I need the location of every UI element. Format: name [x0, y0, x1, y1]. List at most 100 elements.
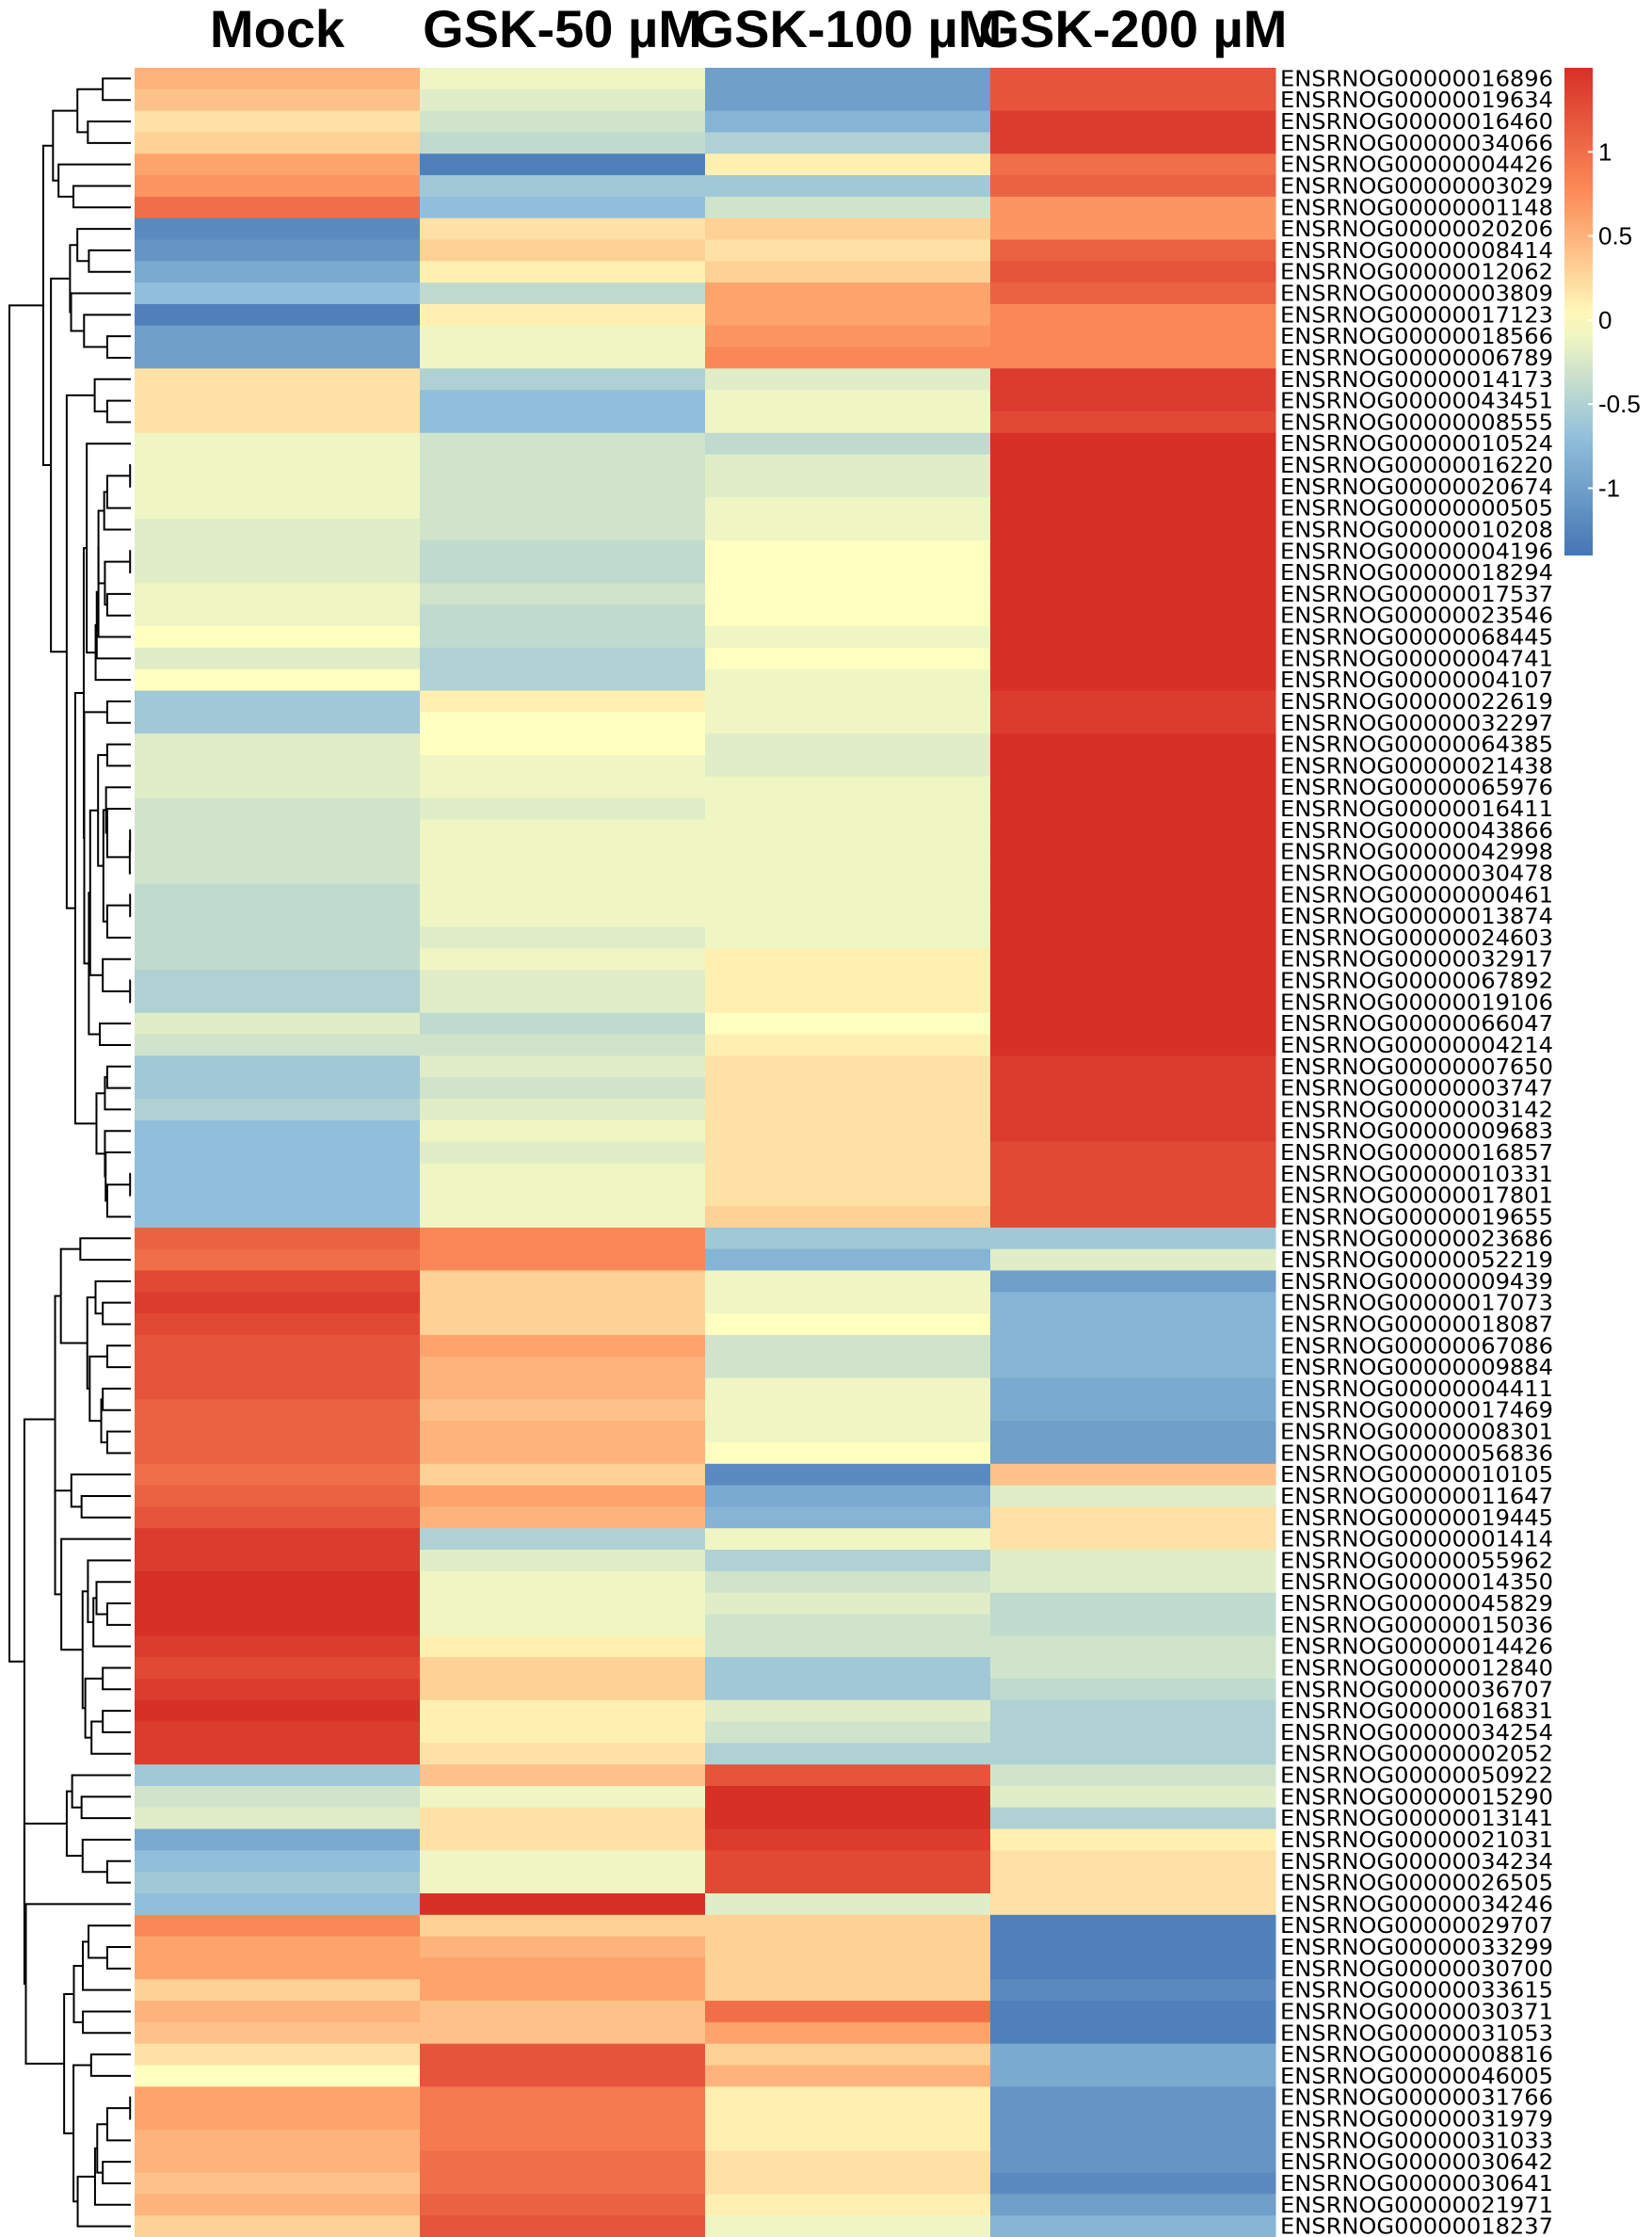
dendrogram-branch	[86, 443, 131, 654]
dendrogram-branch	[89, 2053, 131, 2077]
dendrogram-branch	[24, 1903, 131, 2065]
heatmap-cell	[990, 733, 1276, 756]
heatmap-cell	[705, 132, 991, 154]
row-label: ENSRNOG00000008816	[1280, 2043, 1553, 2068]
heatmap-cell	[135, 410, 421, 434]
heatmap-cell	[420, 647, 706, 670]
heatmap-cell	[420, 754, 706, 778]
heatmap-cell	[420, 948, 706, 971]
row-label: ENSRNOG00000003029	[1280, 174, 1553, 199]
row-label: ENSRNOG00000017073	[1280, 1292, 1553, 1316]
heatmap-cell	[420, 561, 706, 585]
heatmap-cell	[135, 1807, 421, 1830]
heatmap-cell	[135, 1334, 421, 1358]
heatmap-cell	[990, 1248, 1276, 1272]
row-label: ENSRNOG00000014426	[1280, 1635, 1553, 1660]
heatmap-cell	[420, 1785, 706, 1809]
heatmap-cell	[420, 132, 706, 154]
heatmap-cell	[135, 583, 421, 605]
heatmap-cell	[990, 68, 1276, 90]
row-label: ENSRNOG00000003747	[1280, 1077, 1553, 1102]
row-label: ENSRNOG00000043451	[1280, 390, 1553, 414]
heatmap-cell	[705, 883, 991, 907]
heatmap-cell	[135, 970, 421, 992]
dendrogram-branch	[92, 1597, 131, 1648]
heatmap-cell	[705, 1570, 991, 1594]
row-label: ENSRNOG00000021971	[1280, 2194, 1553, 2218]
heatmap-cell	[705, 2021, 991, 2045]
heatmap-cell	[705, 539, 991, 563]
dendrogram-branch	[105, 1602, 131, 1626]
heatmap-cell	[420, 390, 706, 412]
heatmap-cell	[705, 175, 991, 198]
dendrogram-branch	[23, 1418, 56, 1906]
heatmap-cell	[705, 776, 991, 799]
dendrogram-branch	[82, 2010, 131, 2035]
heatmap-cell	[420, 1421, 706, 1443]
heatmap-cell	[135, 196, 421, 219]
dendrogram-branch	[70, 1473, 131, 1508]
heatmap-cell	[135, 1163, 421, 1185]
row-label: ENSRNOG00000056836	[1280, 1441, 1553, 1466]
heatmap-cell	[705, 1399, 991, 1422]
column-label: GSK-200 µM	[979, 0, 1288, 58]
heatmap-cell	[705, 841, 991, 863]
heatmap-cell	[135, 89, 421, 112]
heatmap-cell	[990, 2150, 1276, 2174]
heatmap-cell	[420, 303, 706, 327]
heatmap-cell	[420, 1034, 706, 1056]
heatmap-cell	[135, 1034, 421, 1056]
dendrogram-branch	[105, 1065, 131, 1089]
heatmap-cell	[135, 390, 421, 412]
heatmap-cell	[990, 1635, 1276, 1658]
heatmap-cell	[705, 1163, 991, 1185]
dendrogram-branch	[93, 378, 131, 412]
heatmap-cell	[135, 2021, 421, 2045]
dendrogram-branch	[52, 109, 78, 182]
dendrogram-branch	[105, 1344, 131, 1369]
heatmap-cell	[990, 1206, 1276, 1229]
heatmap-cell	[420, 1743, 706, 1765]
heatmap-cell	[705, 1635, 991, 1658]
heatmap-cell	[705, 2043, 991, 2067]
row-label: ENSRNOG00000010208	[1280, 518, 1553, 542]
heatmap-cell	[420, 410, 706, 434]
heatmap-cell	[705, 2172, 991, 2195]
heatmap-cell	[705, 2150, 991, 2174]
row-label: ENSRNOG00000004741	[1280, 647, 1553, 671]
dendrogram-branch	[105, 808, 131, 859]
heatmap-cell	[135, 1055, 421, 1078]
heatmap-cell	[705, 1850, 991, 1873]
heatmap-cell	[705, 819, 991, 842]
row-label: ENSRNOG00000014173	[1280, 368, 1553, 393]
heatmap-cell	[990, 1570, 1276, 1594]
row-label: ENSRNOG00000043866	[1280, 819, 1553, 844]
heatmap-cell	[705, 1528, 991, 1551]
dendrogram-branch	[129, 2096, 132, 2120]
row-label: ENSRNOG00000008414	[1280, 239, 1553, 264]
heatmap-cell	[135, 2194, 421, 2216]
heatmap-cell	[135, 217, 421, 241]
dendrogram-branch	[95, 1581, 131, 1616]
heatmap-cell	[705, 1421, 991, 1443]
heatmap-cell	[705, 1743, 991, 1765]
row-label: ENSRNOG00000032297	[1280, 712, 1553, 736]
heatmap-cell	[990, 2001, 1276, 2023]
row-label: ENSRNOG00000010331	[1280, 1163, 1553, 1187]
heatmap-cell	[990, 668, 1276, 692]
row-label: ENSRNOG00000019655	[1280, 1205, 1553, 1230]
heatmap-cell	[705, 1463, 991, 1487]
row-label: ENSRNOG00000000505	[1280, 497, 1553, 522]
dendrogram-branch	[95, 590, 131, 660]
row-label: ENSRNOG00000004107	[1280, 668, 1553, 693]
row-label: ENSRNOG00000012840	[1280, 1656, 1553, 1681]
row-label: ENSRNOG00000016896	[1280, 67, 1553, 91]
color-bar-tick-label: -1	[1598, 475, 1620, 503]
dendrogram-branch	[105, 700, 131, 724]
heatmap-cell	[990, 1313, 1276, 1336]
heatmap-cell	[990, 926, 1276, 949]
heatmap-cell	[420, 1377, 706, 1400]
heatmap-cell	[420, 325, 706, 348]
heatmap-cell	[420, 1979, 706, 2002]
